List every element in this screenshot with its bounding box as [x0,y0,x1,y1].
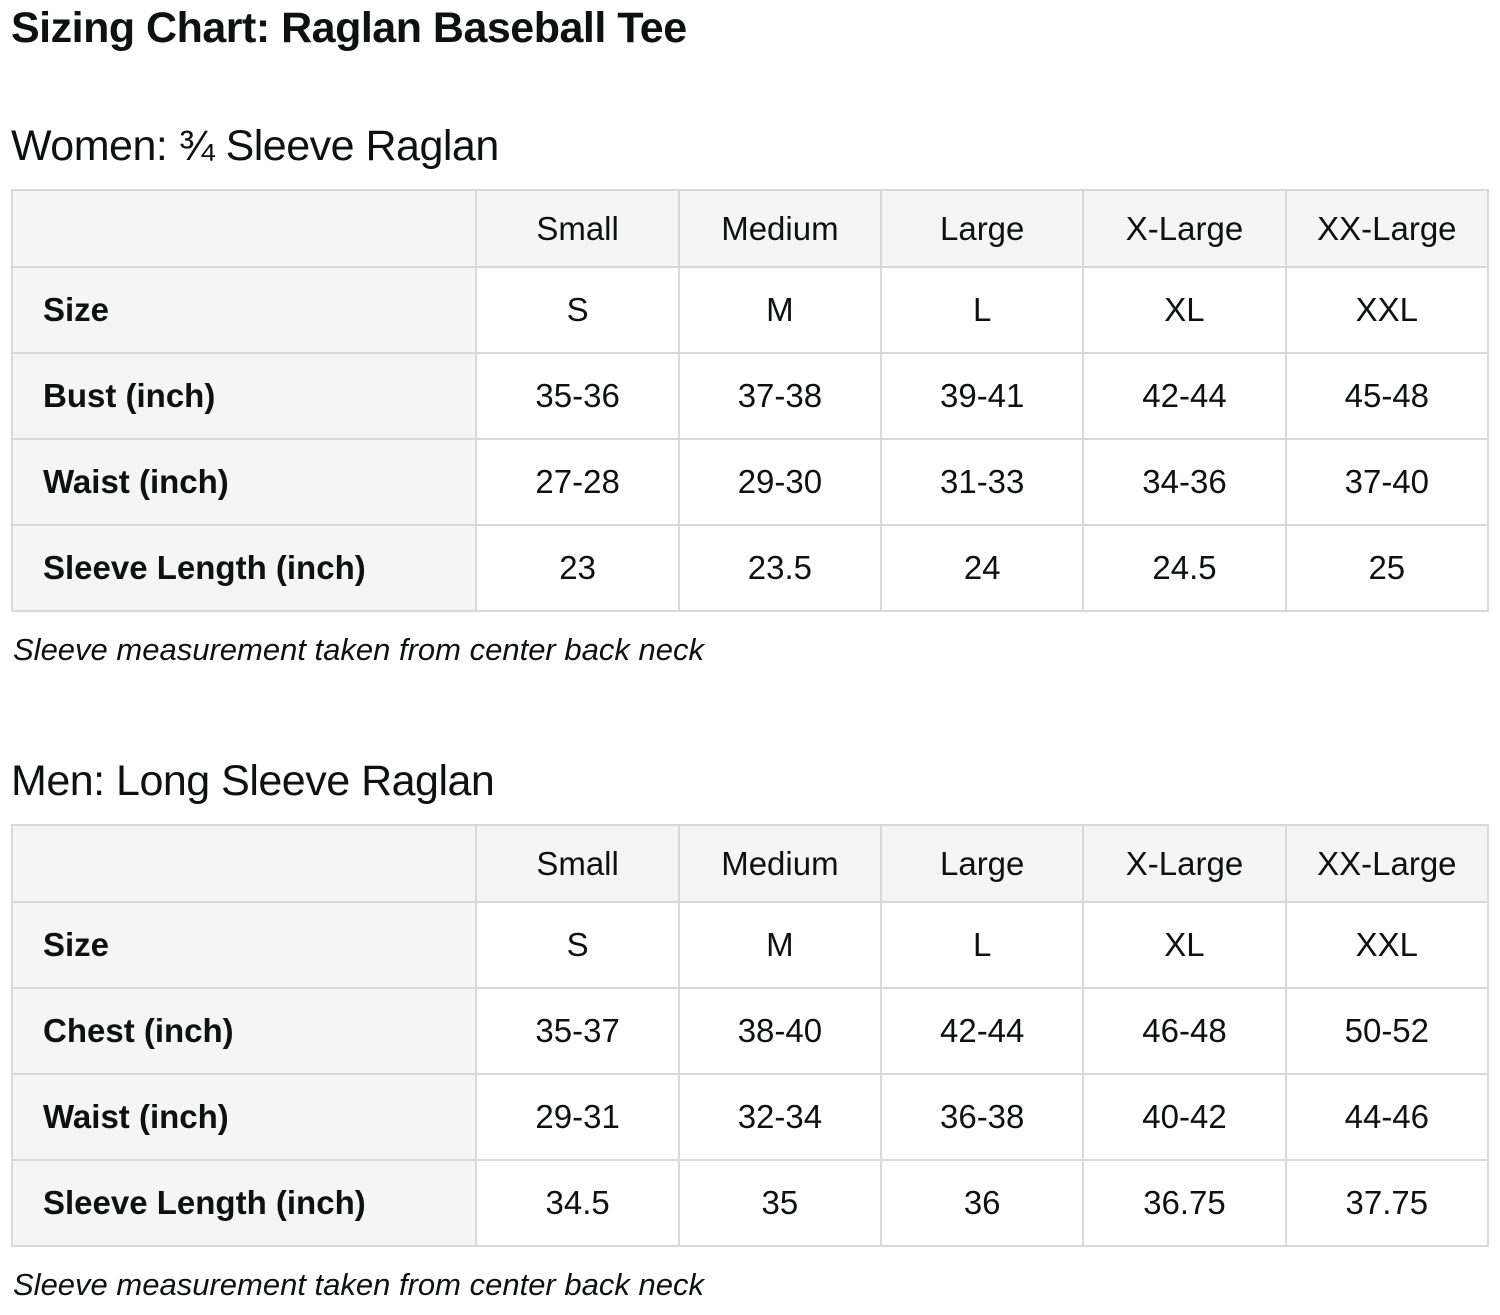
table-row-sleeve-length: Sleeve Length (inch) 34.5 35 36 36.75 37… [10,1159,1490,1247]
cell-waist-xl: 34-36 [1082,438,1287,526]
cell-bust-s: 35-36 [475,352,680,440]
cell-chest-xl: 46-48 [1082,987,1287,1075]
cell-size-l: L [880,901,1085,989]
column-header-xlarge: X-Large [1082,824,1287,903]
row-label-size: Size [10,266,478,354]
column-header-medium: Medium [677,824,883,903]
column-header-small: Small [475,824,680,903]
cell-size-xl: XL [1082,901,1287,989]
column-header-large: Large [880,824,1085,903]
cell-bust-l: 39-41 [880,352,1085,440]
sleeve-measurement-note-men: Sleeve measurement taken from center bac… [13,1267,704,1302]
cell-chest-m: 38-40 [677,987,883,1075]
column-header-medium: Medium [677,189,883,268]
column-header-xxlarge: XX-Large [1284,189,1490,268]
cell-size-s: S [475,266,680,354]
corner-cell [10,824,478,903]
column-header-small: Small [475,189,680,268]
cell-size-l: L [880,266,1085,354]
table-head: Small Medium Large X-Large XX-Large [10,189,1490,268]
table-body: Size S M L XL XXL Chest (inch) 35-37 38-… [10,901,1490,1247]
table-row-chest: Chest (inch) 35-37 38-40 42-44 46-48 50-… [10,987,1490,1075]
cell-waist-s: 29-31 [475,1073,680,1161]
cell-sleeve-xl: 24.5 [1082,524,1287,612]
row-label-bust: Bust (inch) [10,352,478,440]
cell-sleeve-m: 35 [677,1159,883,1247]
cell-bust-xxl: 45-48 [1284,352,1490,440]
cell-bust-xl: 42-44 [1082,352,1287,440]
table-row-sleeve-length: Sleeve Length (inch) 23 23.5 24 24.5 25 [10,524,1490,612]
table-row-size: Size S M L XL XXL [10,901,1490,989]
row-label-size: Size [10,901,478,989]
cell-waist-m: 32-34 [677,1073,883,1161]
cell-bust-m: 37-38 [677,352,883,440]
cell-size-xxl: XXL [1284,901,1490,989]
cell-sleeve-xxl: 25 [1284,524,1490,612]
sizing-table-men: Small Medium Large X-Large XX-Large Size… [10,824,1490,1247]
page-title: Sizing Chart: Raglan Baseball Tee [11,4,687,52]
table-row-waist: Waist (inch) 27-28 29-30 31-33 34-36 37-… [10,438,1490,526]
cell-waist-s: 27-28 [475,438,680,526]
cell-sleeve-xxl: 37.75 [1284,1159,1490,1247]
section-heading-men: Men: Long Sleeve Raglan [11,757,495,805]
cell-sleeve-l: 24 [880,524,1085,612]
table-row-bust: Bust (inch) 35-36 37-38 39-41 42-44 45-4… [10,352,1490,440]
cell-size-m: M [677,901,883,989]
section-heading-women: Women: ¾ Sleeve Raglan [11,122,499,170]
cell-sleeve-s: 34.5 [475,1159,680,1247]
row-label-chest: Chest (inch) [10,987,478,1075]
row-label-sleeve-length: Sleeve Length (inch) [10,524,478,612]
corner-cell [10,189,478,268]
cell-waist-l: 31-33 [880,438,1085,526]
column-header-xlarge: X-Large [1082,189,1287,268]
cell-sleeve-s: 23 [475,524,680,612]
header-row: Small Medium Large X-Large XX-Large [10,824,1490,903]
row-label-waist: Waist (inch) [10,438,478,526]
cell-chest-l: 42-44 [880,987,1085,1075]
cell-sleeve-l: 36 [880,1159,1085,1247]
cell-size-s: S [475,901,680,989]
cell-sleeve-m: 23.5 [677,524,883,612]
cell-size-m: M [677,266,883,354]
sleeve-measurement-note-women: Sleeve measurement taken from center bac… [13,632,704,667]
table-row-size: Size S M L XL XXL [10,266,1490,354]
cell-chest-xxl: 50-52 [1284,987,1490,1075]
cell-sleeve-xl: 36.75 [1082,1159,1287,1247]
cell-waist-xl: 40-42 [1082,1073,1287,1161]
cell-size-xxl: XXL [1284,266,1490,354]
cell-size-xl: XL [1082,266,1287,354]
sizing-table-women: Small Medium Large X-Large XX-Large Size… [10,189,1490,612]
cell-waist-l: 36-38 [880,1073,1085,1161]
header-row: Small Medium Large X-Large XX-Large [10,189,1490,268]
cell-chest-s: 35-37 [475,987,680,1075]
row-label-sleeve-length: Sleeve Length (inch) [10,1159,478,1247]
cell-waist-xxl: 44-46 [1284,1073,1490,1161]
table-head: Small Medium Large X-Large XX-Large [10,824,1490,903]
cell-waist-m: 29-30 [677,438,883,526]
table-row-waist: Waist (inch) 29-31 32-34 36-38 40-42 44-… [10,1073,1490,1161]
column-header-xxlarge: XX-Large [1284,824,1490,903]
row-label-waist: Waist (inch) [10,1073,478,1161]
table-body: Size S M L XL XXL Bust (inch) 35-36 37-3… [10,266,1490,612]
cell-waist-xxl: 37-40 [1284,438,1490,526]
column-header-large: Large [880,189,1085,268]
